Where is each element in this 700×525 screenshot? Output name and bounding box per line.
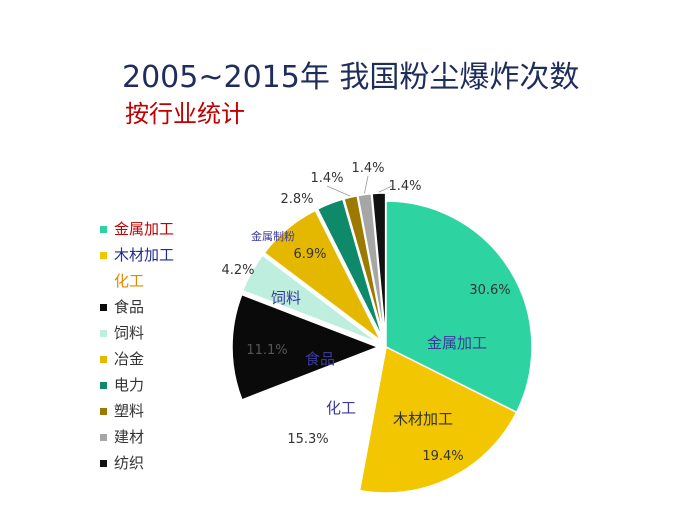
pct-label: 15.3% xyxy=(287,432,328,447)
legend-swatch xyxy=(100,459,107,467)
legend-item: 塑料 xyxy=(100,398,174,424)
pct-label: 2.8% xyxy=(280,192,313,207)
legend-item: 食品 xyxy=(100,294,174,320)
legend-swatch xyxy=(100,251,107,259)
leader-line xyxy=(364,175,369,194)
legend-item: 金属加工 xyxy=(100,216,174,242)
legend-label: 冶金 xyxy=(114,350,145,368)
pct-label: 6.9% xyxy=(293,247,326,262)
slice-annotation: 化工 xyxy=(326,399,356,417)
legend-item: 饲料 xyxy=(100,320,174,346)
pct-label: 19.4% xyxy=(422,449,463,464)
legend-swatch xyxy=(100,329,107,337)
pct-label: 30.6% xyxy=(469,283,510,298)
legend-item: 建材 xyxy=(100,424,174,450)
pie-slice xyxy=(358,345,518,494)
legend-swatch xyxy=(100,303,107,311)
legend-item: 纺织 xyxy=(100,450,174,476)
legend-item: 化工 xyxy=(100,268,174,294)
legend-swatch xyxy=(100,433,107,441)
legend-label: 建材 xyxy=(114,428,145,446)
pct-label: 11.1% xyxy=(246,343,287,358)
legend-item: 电力 xyxy=(100,372,174,398)
legend-swatch xyxy=(100,225,107,233)
chart-subtitle: 按行业统计 xyxy=(125,100,245,128)
slice-annotation: 金属加工 xyxy=(427,334,487,352)
legend-label: 金属加工 xyxy=(114,220,175,238)
pie-slice xyxy=(248,345,387,492)
slice-annotation: 木材加工 xyxy=(393,410,453,428)
legend-swatch xyxy=(100,407,107,415)
pie-slice xyxy=(385,200,533,414)
chart-title: 2005~2015年 我国粉尘爆炸次数 xyxy=(122,60,580,95)
legend-label: 食品 xyxy=(114,298,145,316)
leader-line xyxy=(326,185,351,197)
legend-label: 木材加工 xyxy=(114,246,175,264)
pie-slice xyxy=(316,198,384,340)
legend-swatch xyxy=(100,355,107,363)
legend-label: 纺织 xyxy=(114,454,145,472)
pie-slice xyxy=(231,293,381,401)
slice-annotation: 饲料 xyxy=(271,289,301,307)
pct-label: 1.4% xyxy=(310,171,343,186)
pct-label: 1.4% xyxy=(351,161,384,176)
leader-line xyxy=(378,185,393,193)
slice-annotation: 食品 xyxy=(305,350,335,368)
pie-slice xyxy=(371,192,387,340)
pct-label: 4.2% xyxy=(221,263,254,278)
legend-item: 木材加工 xyxy=(100,242,174,268)
legend-swatch xyxy=(100,381,107,389)
legend-label: 电力 xyxy=(114,376,145,394)
legend-item: 冶金 xyxy=(100,346,174,372)
legend: 金属加工木材加工化工食品饲料冶金电力塑料建材纺织 xyxy=(100,216,174,476)
legend-label: 塑料 xyxy=(114,402,145,420)
slice-annotation: 金属制粉 xyxy=(251,229,295,243)
legend-label: 饲料 xyxy=(114,324,145,342)
pct-label: 1.4% xyxy=(388,179,421,194)
legend-label: 化工 xyxy=(114,272,145,290)
pie-slice xyxy=(241,254,380,344)
pie-slice xyxy=(263,209,382,342)
